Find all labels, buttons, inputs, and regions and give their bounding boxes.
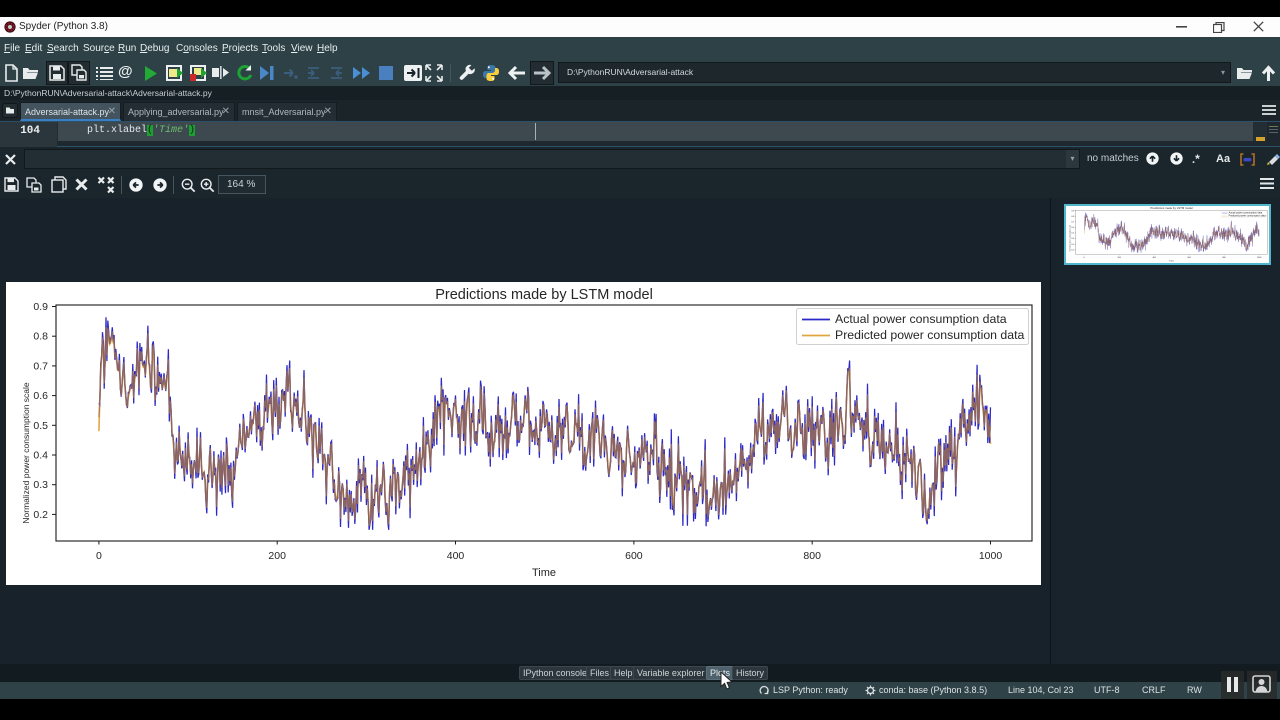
svg-text:Time: Time	[532, 567, 556, 579]
svg-text:800: 800	[803, 550, 821, 562]
svg-text:400: 400	[447, 550, 465, 562]
svg-text:0.6: 0.6	[33, 390, 48, 402]
svg-text:0.2: 0.2	[33, 509, 48, 521]
svg-text:200: 200	[268, 550, 286, 562]
svg-text:Predicted power consumption da: Predicted power consumption data	[835, 328, 1025, 342]
svg-text:0.5: 0.5	[33, 420, 48, 432]
svg-text:1000: 1000	[979, 550, 1003, 562]
svg-text:0.9: 0.9	[33, 301, 48, 313]
svg-text:0.7: 0.7	[33, 360, 48, 372]
svg-text:0: 0	[96, 550, 102, 562]
svg-text:600: 600	[625, 550, 643, 562]
svg-text:0.3: 0.3	[33, 479, 48, 491]
svg-text:0.8: 0.8	[33, 331, 48, 343]
svg-text:0.4: 0.4	[33, 450, 48, 462]
svg-text:Actual power consumption data: Actual power consumption data	[835, 312, 1007, 326]
svg-text:Predictions made by LSTM model: Predictions made by LSTM model	[435, 287, 653, 303]
svg-text:Normalized power consumption s: Normalized power consumption scale	[21, 382, 31, 524]
